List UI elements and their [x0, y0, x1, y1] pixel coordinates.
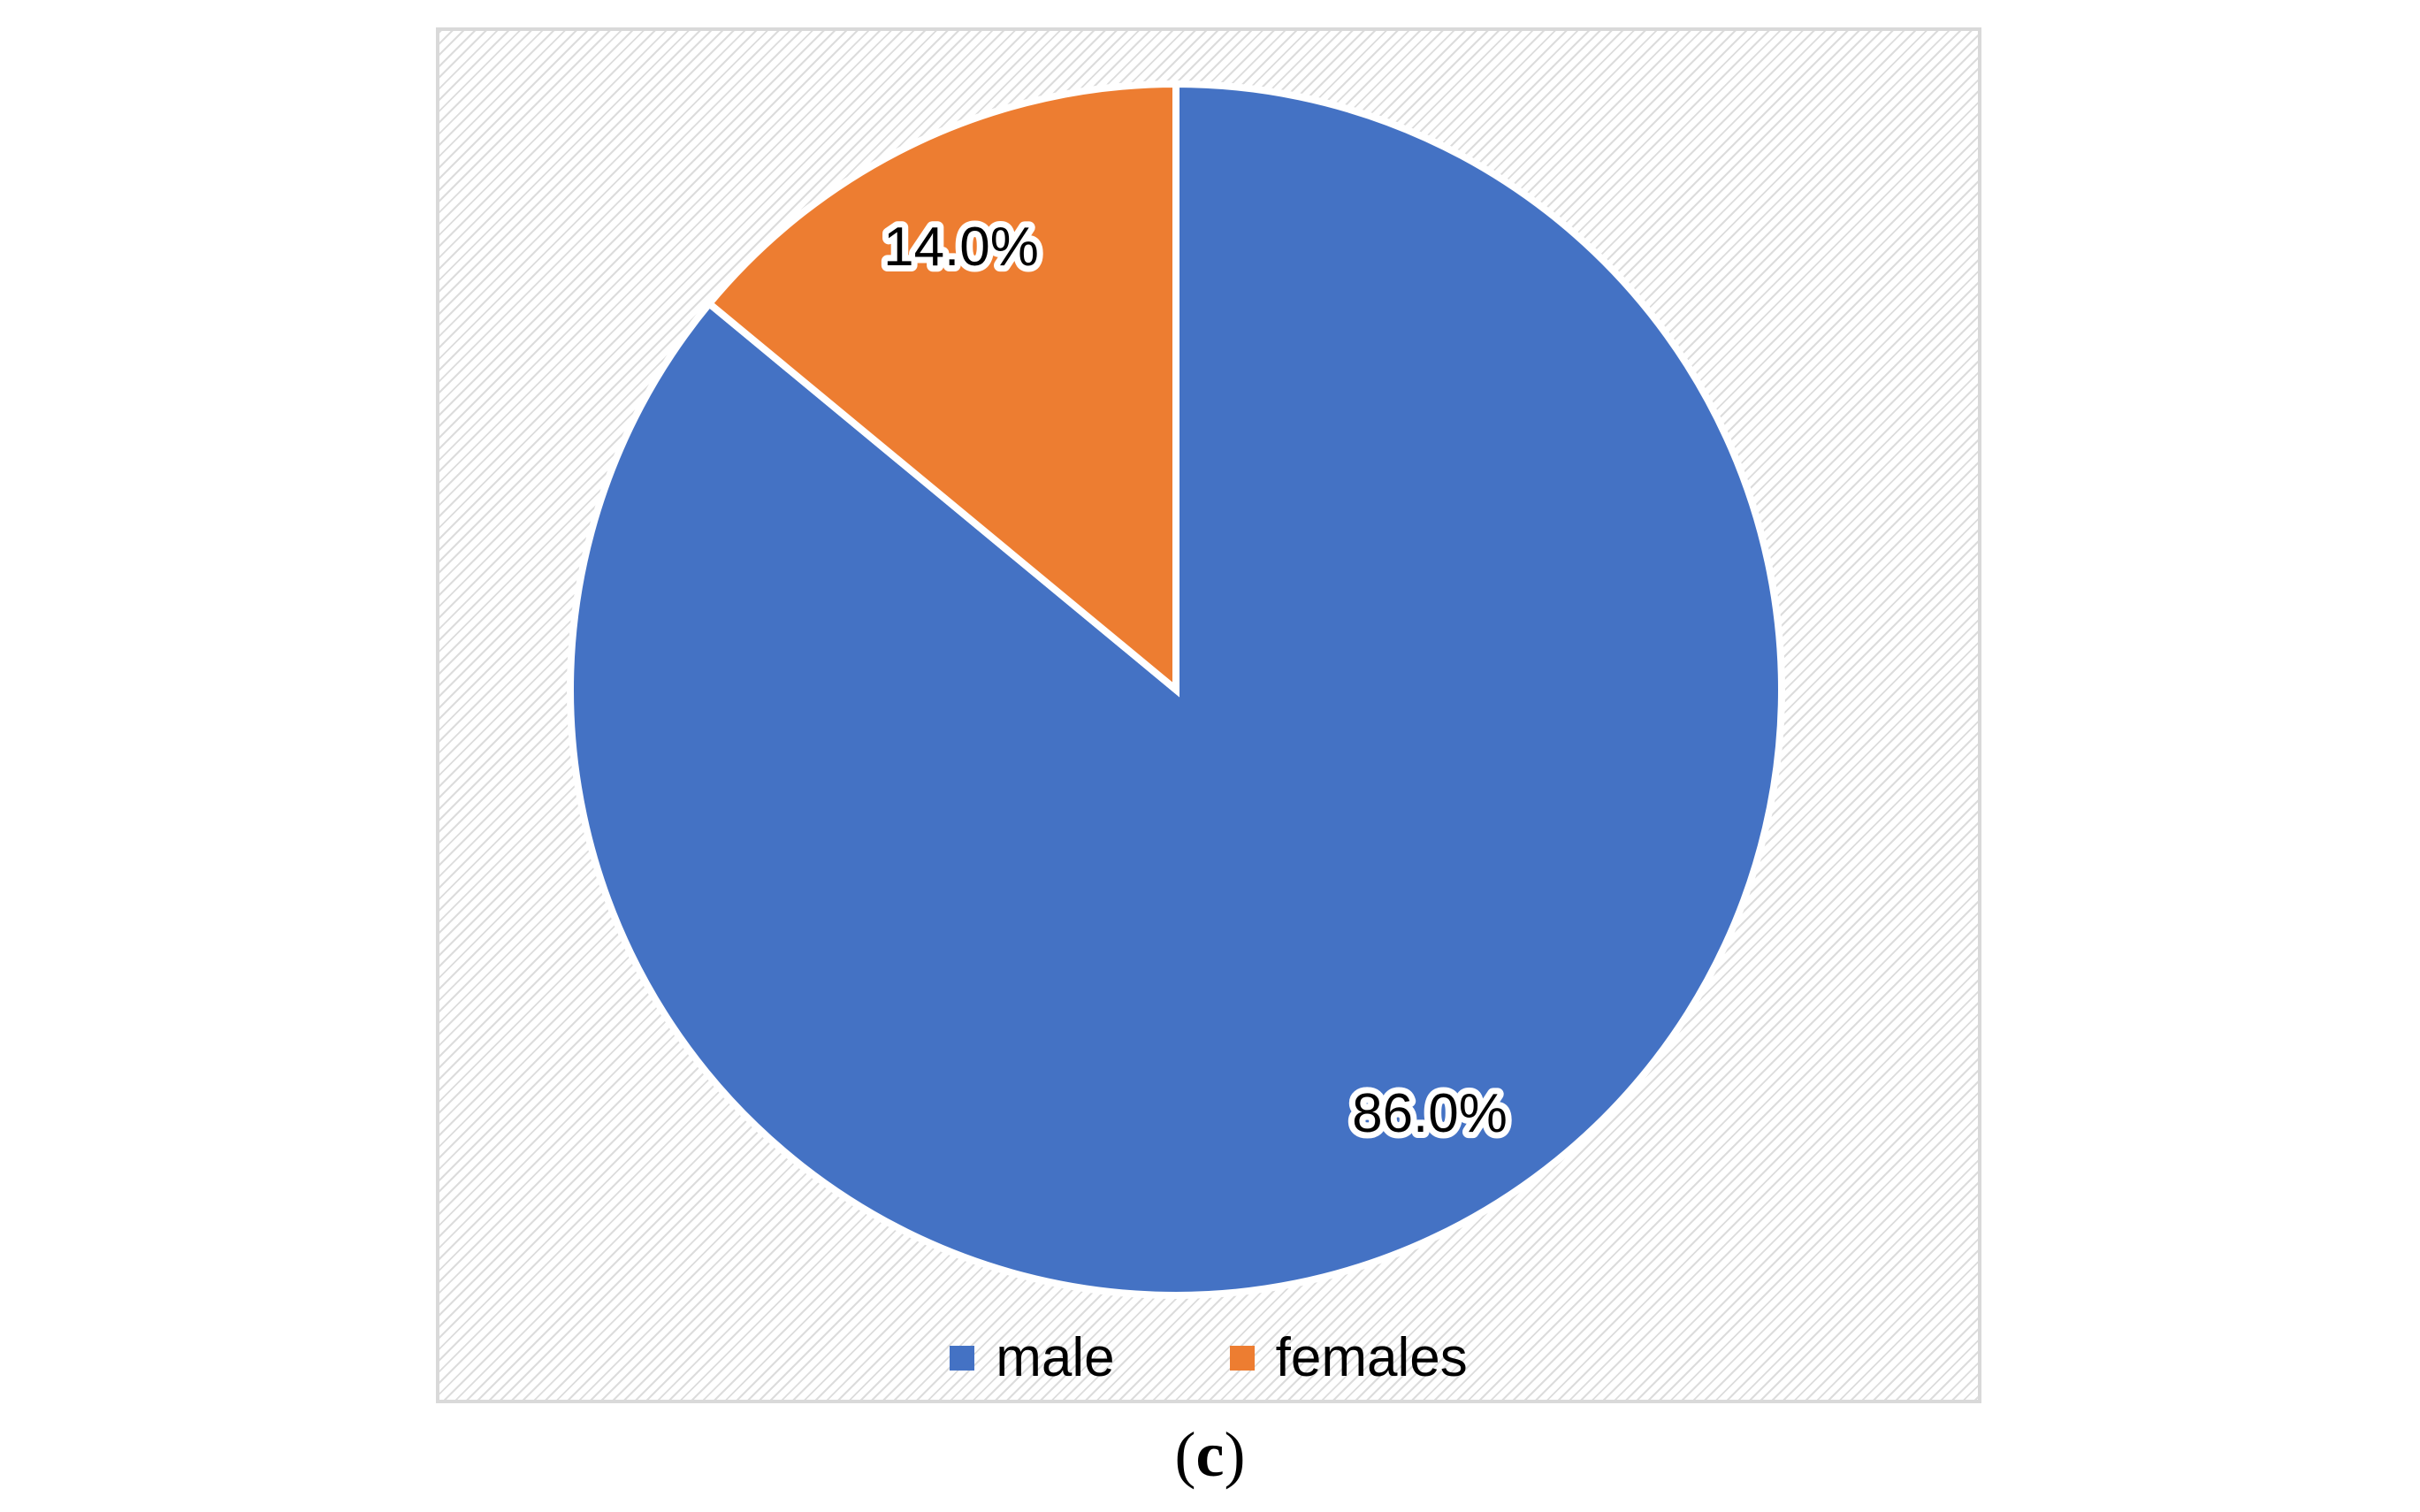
- figure-caption: (c): [0, 1418, 2420, 1492]
- data-label-females: 14.0%: [883, 217, 1039, 278]
- legend-label-male: male: [996, 1327, 1115, 1388]
- legend-swatch-male: [950, 1346, 975, 1371]
- caption-close-paren: ): [1224, 1419, 1246, 1490]
- legend-label-females: females: [1275, 1327, 1468, 1388]
- legend-swatch-females: [1229, 1346, 1255, 1371]
- legend-item-male: male: [950, 1327, 1115, 1388]
- legend-item-females: females: [1229, 1327, 1468, 1388]
- chart-area: 86.0% 14.0% male females: [436, 27, 1981, 1403]
- pie-chart: 86.0% 14.0%: [567, 80, 1785, 1299]
- data-label-male: 86.0%: [1352, 1083, 1508, 1144]
- caption-letter: c: [1195, 1419, 1225, 1490]
- pie-slice-females: [704, 80, 1179, 698]
- caption-open-paren: (: [1174, 1419, 1196, 1490]
- legend: male females: [439, 1331, 1978, 1386]
